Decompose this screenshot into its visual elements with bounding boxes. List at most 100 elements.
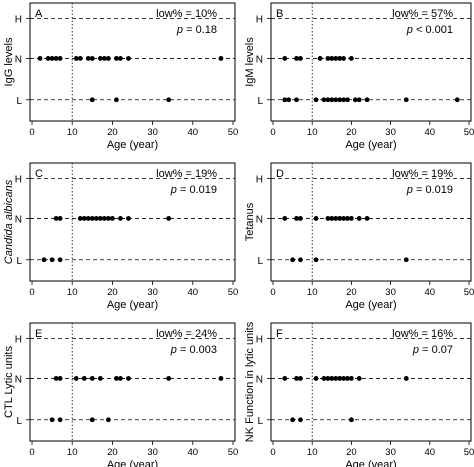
x-tick-label: 50 xyxy=(228,127,239,138)
stat-p-number: = 0.019 xyxy=(177,184,217,196)
x-tick-label: 10 xyxy=(67,447,78,458)
panel-label: D xyxy=(276,168,284,180)
panel-label: F xyxy=(276,328,283,340)
y-tick-label: L xyxy=(16,416,22,427)
data-point xyxy=(73,376,79,381)
y-axis-label: Tetanus xyxy=(244,202,256,241)
stat-low-percent: low% = 19% xyxy=(156,168,217,180)
data-point xyxy=(218,376,224,381)
x-tick-label: 20 xyxy=(346,447,357,458)
x-tick-label: 0 xyxy=(270,127,275,138)
y-tick-label: H xyxy=(256,174,263,185)
data-point xyxy=(282,56,288,61)
data-point xyxy=(77,216,83,221)
data-point xyxy=(286,97,292,103)
data-point xyxy=(337,97,343,103)
data-point xyxy=(298,257,303,263)
y-tick-label: N xyxy=(15,374,22,385)
stat-low-percent: low% = 19% xyxy=(392,168,453,180)
data-point xyxy=(282,97,288,103)
data-point xyxy=(349,417,354,423)
stat-p-number: = 0.07 xyxy=(419,344,453,356)
data-point xyxy=(356,376,362,381)
data-point xyxy=(126,56,131,61)
stat-p-value: p = 0.019 xyxy=(406,184,453,196)
y-tick-label: H xyxy=(256,334,263,345)
data-point xyxy=(89,376,95,381)
data-point xyxy=(73,56,79,61)
data-point xyxy=(333,216,339,221)
y-tick-label: N xyxy=(256,214,263,225)
y-axis-label: IgM levels xyxy=(244,37,256,87)
x-tick-label: 30 xyxy=(147,447,158,458)
data-point xyxy=(126,376,131,381)
data-point xyxy=(101,216,107,221)
x-tick-label: 40 xyxy=(188,127,199,138)
stat-p-number: < 0.001 xyxy=(413,24,453,36)
x-tick-label: 10 xyxy=(307,447,318,458)
data-point xyxy=(341,216,346,221)
data-point xyxy=(166,376,172,381)
data-point xyxy=(114,56,119,61)
data-point xyxy=(81,376,87,381)
data-point xyxy=(298,376,303,381)
stat-p-number: = 0.019 xyxy=(413,184,453,196)
plot-frame xyxy=(270,322,472,442)
stat-p-value: p = 0.019 xyxy=(170,184,217,196)
data-point xyxy=(49,56,55,61)
data-point xyxy=(329,56,335,61)
x-tick-label: 40 xyxy=(188,447,199,458)
stat-p-value: p < 0.001 xyxy=(406,24,453,36)
data-point xyxy=(57,417,63,423)
data-point xyxy=(166,216,172,221)
data-point xyxy=(356,216,362,221)
data-point xyxy=(341,56,346,61)
data-point xyxy=(321,376,327,381)
x-tick-label: 30 xyxy=(385,127,396,138)
x-tick-label: 30 xyxy=(385,447,396,458)
plot-frame xyxy=(29,2,236,122)
data-point xyxy=(114,376,119,381)
x-tick-label: 30 xyxy=(147,287,158,298)
data-point xyxy=(290,257,295,263)
data-point xyxy=(218,56,224,61)
panel-d: H N L 0 10 20 30 40 50 Age (year) Tetanus D low% = 1… xyxy=(244,162,474,311)
data-point xyxy=(49,257,55,263)
y-tick-label: N xyxy=(15,214,22,225)
x-axis-label: Age (year) xyxy=(345,139,396,151)
stat-p-number: = 0.003 xyxy=(177,344,217,356)
data-point xyxy=(89,97,95,103)
data-point xyxy=(325,376,331,381)
data-point xyxy=(329,97,335,103)
stat-low-percent: low% = 16% xyxy=(392,328,453,340)
y-tick-label: L xyxy=(16,256,22,267)
x-tick-label: 50 xyxy=(464,447,474,458)
data-point xyxy=(317,56,323,61)
data-point xyxy=(57,56,63,61)
x-tick-label: 30 xyxy=(385,287,396,298)
x-tick-label: 40 xyxy=(425,287,436,298)
data-point xyxy=(294,376,299,381)
data-point xyxy=(81,216,87,221)
data-point xyxy=(403,376,409,381)
data-point xyxy=(57,216,63,221)
data-point xyxy=(101,56,107,61)
y-tick-label: L xyxy=(16,96,22,107)
data-point xyxy=(454,97,460,103)
x-tick-label: 30 xyxy=(147,127,158,138)
data-point xyxy=(37,56,43,61)
x-tick-label: 0 xyxy=(270,287,275,298)
x-tick-label: 10 xyxy=(307,127,318,138)
panel-label: A xyxy=(35,8,43,20)
data-point xyxy=(85,216,91,221)
data-point xyxy=(364,216,370,221)
x-tick-label: 50 xyxy=(228,447,239,458)
stat-p-symbol: p xyxy=(176,24,183,36)
data-point xyxy=(356,97,362,103)
x-tick-label: 20 xyxy=(107,127,118,138)
data-point xyxy=(97,376,103,381)
data-point xyxy=(341,97,346,103)
data-point xyxy=(89,417,95,423)
data-point xyxy=(325,56,331,61)
